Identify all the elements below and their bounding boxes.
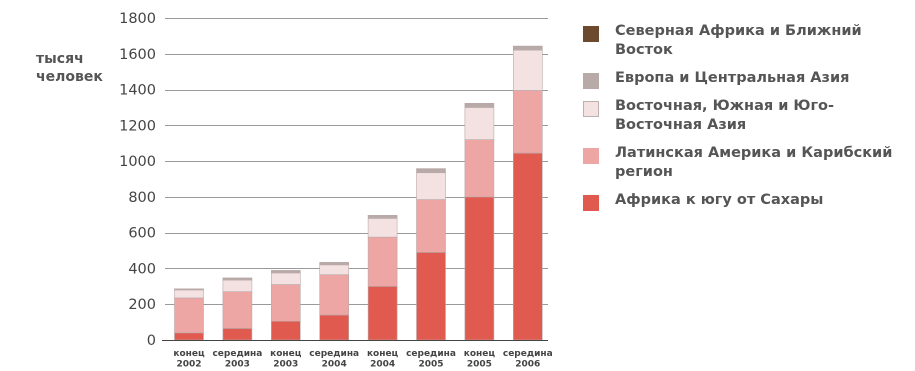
y-axis-label: тысяч человек: [36, 51, 103, 85]
bar-segment: [367, 236, 398, 287]
bar-segment: [464, 196, 495, 341]
bar-segment: [270, 270, 301, 272]
bar-segment: [367, 286, 398, 341]
legend-item-latin-america: Латинская Америка и Карибский регион: [583, 144, 913, 182]
bar-segment: [464, 107, 495, 140]
x-tick-label: середина 2004: [309, 349, 359, 370]
x-tick-label: конец 2003: [270, 349, 302, 370]
x-tick-label-line: 2004: [370, 360, 395, 370]
legend-item-north-africa: Северная Африка и Ближний Восток: [583, 22, 913, 60]
x-tick-label-line: конец: [173, 349, 205, 359]
x-tick-label-line: середина: [212, 349, 262, 359]
legend-item-asia: Восточная, Южная и Юго-Восточная Азия: [583, 97, 913, 135]
x-tick-label: середина 2003: [212, 349, 262, 370]
x-tick-label-line: середина: [406, 349, 456, 359]
x-tick-label-line: конец: [270, 349, 302, 359]
bar-segment: [512, 46, 543, 51]
bar-segment: [222, 279, 253, 293]
bar-segment: [367, 215, 398, 217]
bar-segment: [222, 277, 253, 279]
x-tick-label-line: середина: [309, 349, 359, 359]
legend-label: Европа и Центральная Азия: [615, 70, 850, 86]
bar-segment: [270, 284, 301, 322]
bar-segment: [464, 103, 495, 108]
y-tick-labels: 0 200 400 600 800 1000 1200 1400 1600 1800: [119, 11, 156, 349]
bar-segment: [222, 291, 253, 329]
bar-segment: [174, 289, 204, 299]
legend-swatch: [583, 148, 599, 164]
bar-segment: [367, 218, 398, 238]
x-tick-label: середина 2005: [406, 349, 456, 370]
y-tick-label: 400: [128, 261, 156, 277]
bar-segment: [319, 314, 350, 341]
x-tick-label-line: конец: [464, 349, 496, 359]
bar-segment: [174, 297, 204, 334]
x-tick-label-line: 2002: [176, 360, 201, 370]
bar-segment: [416, 172, 446, 200]
bar-segment: [270, 272, 301, 285]
gridlines: [165, 18, 548, 305]
bar-segment: [512, 152, 543, 341]
y-tick-label: 1600: [119, 47, 156, 63]
x-tick-label: конец 2005: [464, 349, 496, 370]
bar-segment: [464, 103, 495, 105]
x-tick-label-line: 2006: [515, 360, 540, 370]
bar-segment: [319, 262, 350, 264]
x-tick-label: конец 2004: [367, 349, 399, 370]
legend: Северная Африка и Ближний Восток Европа …: [583, 22, 913, 219]
bar-segment: [464, 139, 495, 198]
y-tick-label: 1200: [119, 118, 156, 134]
x-tick-label-line: 2004: [322, 360, 347, 370]
legend-swatch: [583, 73, 599, 89]
bar-segment: [416, 252, 446, 341]
x-tick-label-line: 2003: [225, 360, 250, 370]
bar-segment: [512, 90, 543, 154]
bar-segment: [512, 45, 543, 47]
x-tick-label: середина 2006: [503, 349, 553, 370]
y-tick-label: 600: [128, 226, 156, 242]
bar-segment: [174, 288, 204, 290]
x-tick-label-line: 2005: [467, 360, 492, 370]
y-tick-label: 800: [128, 190, 156, 206]
bar-segment: [512, 49, 543, 91]
legend-item-sub-saharan-africa: Африка к югу от Сахары: [583, 191, 913, 211]
bar-segment: [222, 328, 253, 341]
y-tick-label: 1800: [119, 11, 156, 27]
legend-label: Латинская Америка и Карибский регион: [615, 145, 893, 180]
bar-segment: [270, 320, 301, 341]
bar-segment: [416, 168, 446, 170]
bar-segment: [416, 199, 446, 253]
legend-swatch: [583, 101, 599, 117]
x-tick-label-line: конец: [367, 349, 399, 359]
y-tick-label: 0: [147, 333, 156, 349]
legend-swatch: [583, 195, 599, 211]
legend-label: Восточная, Южная и Юго-Восточная Азия: [615, 98, 834, 133]
x-tick-label: конец 2002: [173, 349, 205, 370]
bar-segment: [416, 168, 446, 174]
bar-segment: [319, 274, 350, 316]
legend-label: Африка к югу от Сахары: [615, 192, 824, 208]
legend-item-europe: Европа и Центральная Азия: [583, 69, 913, 89]
x-tick-label-line: середина: [503, 349, 553, 359]
y-tick-label: 200: [128, 297, 156, 313]
x-tick-label-line: 2005: [418, 360, 443, 370]
y-tick-label: 1400: [119, 83, 156, 99]
bars: [174, 45, 543, 341]
x-tick-label-line: 2003: [273, 360, 298, 370]
legend-swatch: [583, 26, 599, 42]
bar-segment: [319, 264, 350, 276]
bar-segment: [174, 332, 204, 341]
legend-label: Северная Африка и Ближний Восток: [615, 23, 862, 58]
y-tick-label: 1000: [119, 154, 156, 170]
